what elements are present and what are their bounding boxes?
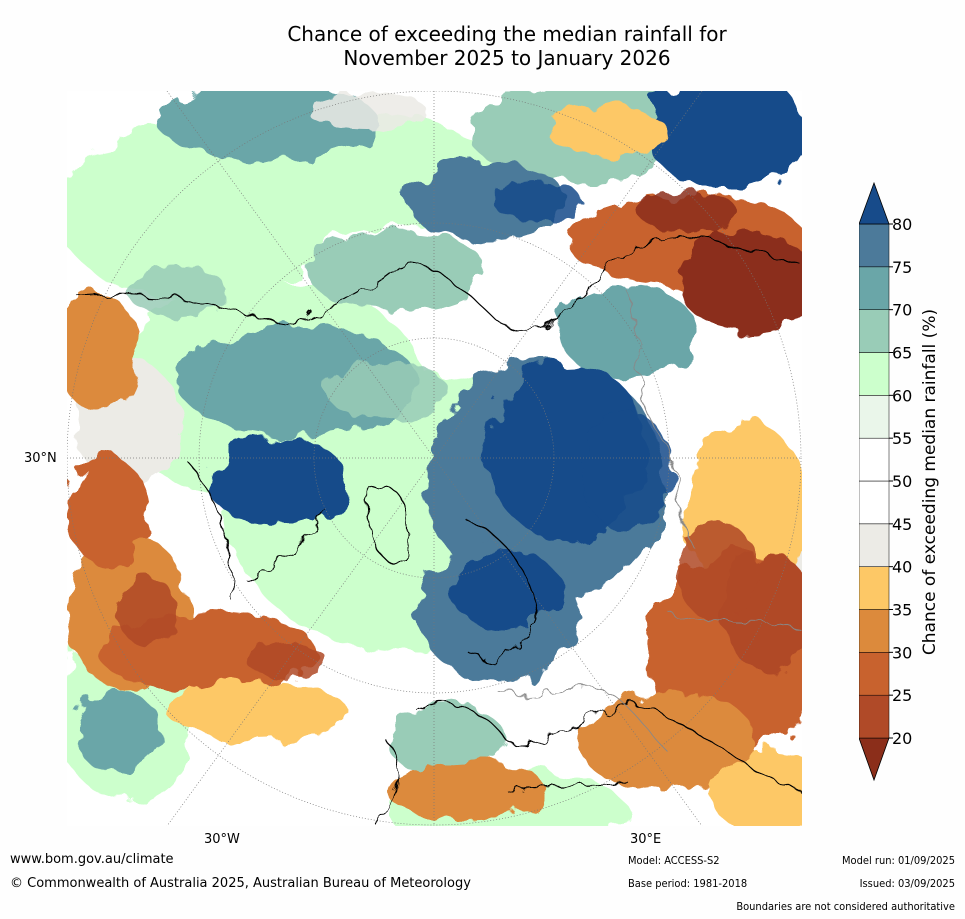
colorbar-tick-label: 70	[892, 301, 912, 320]
colorbar-tick-label: 35	[892, 601, 912, 620]
colorbar-tick-label: 25	[892, 686, 912, 705]
website-link[interactable]: www.bom.gov.au/climate	[10, 852, 174, 867]
colorbar-tick-label: 40	[892, 558, 912, 577]
colorbar-segment-75-80	[859, 223, 890, 268]
colorbar-tick-label: 20	[892, 729, 912, 748]
title-line-1: Chance of exceeding the median rainfall …	[287, 22, 727, 46]
colorbar-segment-35-40	[859, 566, 890, 610]
colorbar-label: Chance of exceeding median rainfall (%)	[920, 308, 940, 656]
colorbar-segment-55-60	[859, 395, 890, 439]
issued-date: Issued: 03/09/2025	[859, 877, 955, 890]
colorbar-segment-50-55	[859, 437, 890, 482]
colorbar-extend-high	[859, 182, 890, 225]
colorbar-tick-label: 45	[892, 515, 912, 534]
colorbar-segment-45-50	[859, 480, 890, 525]
colorbar-tick-label: 55	[892, 429, 912, 448]
colorbar-segment-60-65	[859, 352, 890, 396]
colorbar-tick-label: 50	[892, 472, 912, 491]
colorbar-segment-40-45	[859, 523, 890, 567]
rainfall-field-detail	[117, 93, 757, 679]
map-title: Chance of exceeding the median rainfall …	[0, 22, 965, 70]
base-period: Base period: 1981-2018	[628, 877, 748, 890]
coastlines	[76, 236, 802, 826]
lon-30e-label: 30°E	[630, 832, 662, 847]
colorbar-tick-label: 65	[892, 344, 912, 363]
copyright-notice: © Commonwealth of Australia 2025, Austra…	[10, 876, 471, 891]
rainfall-probability-map	[67, 91, 802, 826]
colorbar-segment-20-25	[859, 694, 890, 739]
model-name: Model: ACCESS-S2	[628, 854, 720, 867]
colorbar-segment-30-35	[859, 609, 890, 653]
colorbar-segment-65-70	[859, 309, 890, 353]
lon-30w-label: 30°W	[204, 832, 240, 847]
colorbar-segment-25-30	[859, 652, 890, 696]
colorbar-tick-label: 60	[892, 386, 912, 405]
colorbar-segment-70-75	[859, 266, 890, 310]
model-run: Model run: 01/09/2025	[842, 854, 955, 867]
colorbar-extend-low	[859, 737, 890, 782]
country-borders	[496, 290, 802, 752]
colorbar-tick-label: 75	[892, 258, 912, 277]
colorbar: 20 25 30 35 40 45 50 55 60 65 70 75 80	[859, 182, 912, 782]
title-line-2: November 2025 to January 2026	[343, 46, 671, 70]
lat-30n-label: 30°N	[24, 451, 57, 466]
boundaries-disclaimer: Boundaries are not considered authoritat…	[736, 900, 955, 913]
colorbar-tick-label: 30	[892, 643, 912, 662]
colorbar-tick-label: 80	[892, 215, 912, 234]
